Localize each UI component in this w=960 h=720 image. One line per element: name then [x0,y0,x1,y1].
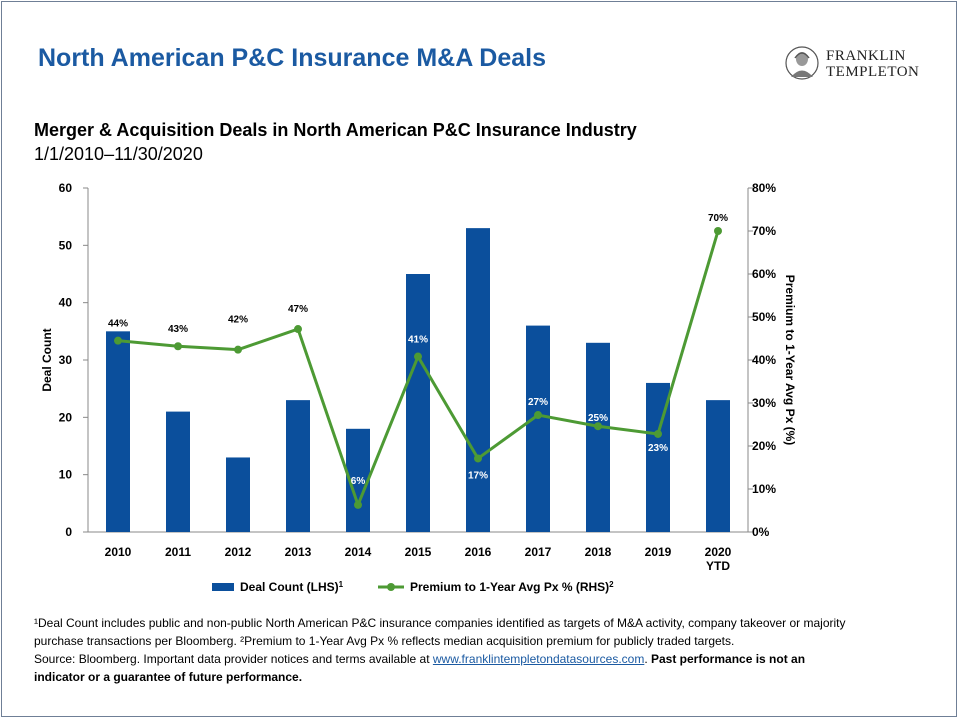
bar-deal-count-2015 [406,274,430,532]
right-tick-label: 50% [752,310,776,324]
x-tick-label: 2011 [165,545,191,559]
premium-point-2015 [414,352,422,361]
left-tick-label: 30 [59,353,73,367]
bar-deal-count-2010 [106,331,130,532]
x-tick-label: YTD [706,559,730,573]
premium-data-label: 27% [528,397,548,408]
bar-deal-count-2012 [226,457,250,532]
y-axis-right-title: Premium to 1-Year Avg Px (%) [783,275,797,446]
premium-point-2017 [534,411,542,420]
x-tick-label: 2013 [285,545,312,559]
x-tick-label: 2016 [465,545,492,559]
chart-title: Merger & Acquisition Deals in North Amer… [34,120,637,140]
source-prefix: Source: Bloomberg. Important data provid… [34,652,433,666]
left-tick-label: 10 [59,468,73,482]
bar-deal-count-2020 [706,400,730,532]
franklin-templeton-logo: FRANKLIN TEMPLETON [784,46,934,80]
page-title: North American P&C Insurance M&A Deals [38,44,546,72]
left-tick-label: 60 [59,181,73,195]
premium-data-label: 70% [708,213,728,224]
footnote-line2: purchase transactions per Bloomberg. ²Pr… [34,634,735,648]
left-tick-label: 50 [59,238,73,252]
footnotes: ¹Deal Count includes public and non-publ… [34,614,934,686]
source-suffix: . [644,652,651,666]
premium-point-2014 [354,500,362,509]
legend-deal-count-footnote-mark: 1 [339,580,344,589]
franklin-portrait-icon [785,46,819,80]
x-tick-label: 2019 [645,545,672,559]
right-tick-label: 80% [752,181,776,195]
premium-data-label: 17% [468,470,488,481]
premium-data-label: 41% [408,335,428,346]
bar-deal-count-2011 [166,411,190,532]
x-tick-label: 2015 [405,545,432,559]
disclaimer-part2: indicator or a guarantee of future perfo… [34,670,303,684]
right-tick-label: 0% [752,525,770,539]
logo-line1: FRANKLIN [826,48,906,64]
legend-premium-footnote-mark: 2 [609,580,614,589]
right-tick-label: 10% [752,482,776,496]
premium-data-label: 25% [588,413,608,424]
premium-point-2020 [714,227,722,235]
source-line: Source: Bloomberg. Important data provid… [34,650,934,668]
right-tick-label: 20% [752,439,776,453]
disclaimer-part1: Past performance is not an [651,652,806,666]
left-tick-label: 40 [59,296,73,310]
footnote-line1: ¹Deal Count includes public and non-publ… [34,616,846,630]
premium-point-2013 [294,325,302,334]
x-tick-label: 2012 [225,545,252,559]
legend-deal-count-swatch [212,583,234,591]
chart-subtitle: 1/1/2010–11/30/2020 [34,144,203,164]
bar-deal-count-2013 [286,400,310,532]
x-tick-label: 2017 [525,545,552,559]
premium-point-2012 [234,345,242,354]
premium-data-label: 47% [288,304,308,315]
premium-data-label: 43% [168,324,188,335]
bar-deal-count-2016 [466,228,490,532]
x-tick-label: 2018 [585,545,612,559]
premium-point-2011 [174,342,182,351]
left-tick-label: 20 [59,410,73,424]
legend-premium-label: Premium to 1-Year Avg Px % (RHS)2 [410,580,614,595]
premium-point-2018 [594,422,602,431]
y-axis-left-title: Deal Count [40,328,54,391]
left-tick-label: 0 [65,525,72,539]
x-tick-label: 2020 [705,545,732,559]
right-tick-label: 70% [752,224,776,238]
legend-deal-count-label: Deal Count (LHS)1 [240,580,344,595]
legend-premium-marker [387,583,395,591]
x-tick-label: 2014 [345,545,372,559]
bar-deal-count-2017 [526,325,550,532]
premium-data-label: 42% [228,315,248,326]
logo-line2: TEMPLETON [826,64,920,80]
premium-data-label: 44% [108,319,128,330]
x-tick-label: 2010 [105,545,132,559]
premium-point-2016 [474,454,482,463]
data-sources-link[interactable]: www.franklintempletondatasources.com [432,652,645,666]
right-tick-label: 40% [752,353,776,367]
premium-point-2019 [654,429,662,438]
right-tick-label: 30% [752,396,776,410]
premium-point-2010 [114,336,122,345]
bar-deal-count-2018 [586,342,610,532]
right-tick-label: 60% [752,267,776,281]
premium-data-label: 23% [648,443,668,454]
premium-data-label: 6% [351,476,366,487]
